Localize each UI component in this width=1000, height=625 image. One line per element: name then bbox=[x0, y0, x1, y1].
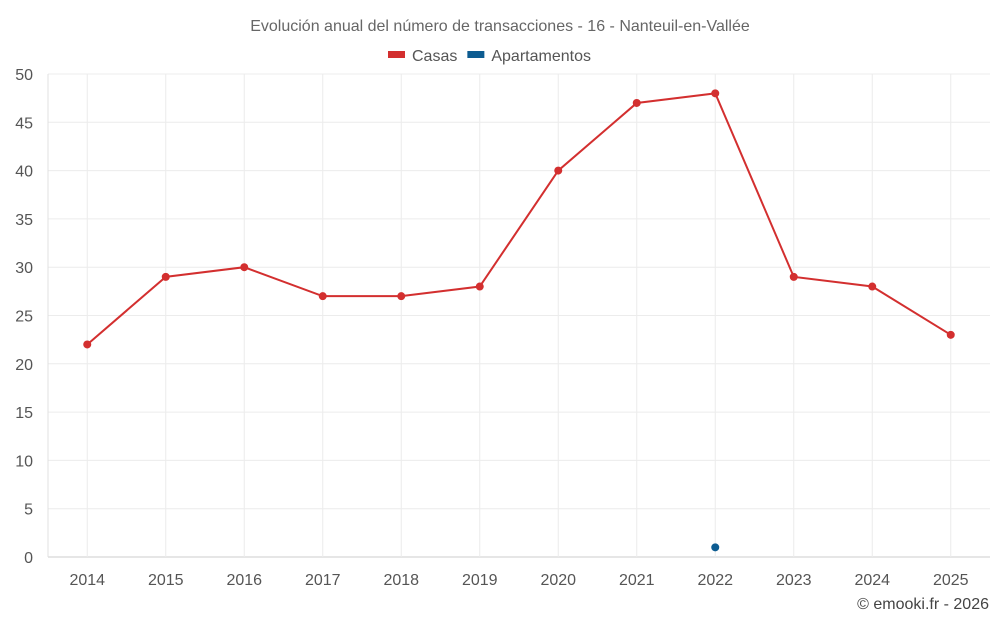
x-tick-label: 2020 bbox=[540, 572, 576, 589]
y-tick-label: 15 bbox=[15, 405, 33, 422]
data-point bbox=[161, 272, 170, 281]
x-tick-label: 2018 bbox=[383, 572, 419, 589]
chart-title: Evolución anual del número de transaccio… bbox=[250, 18, 750, 35]
y-tick-label: 25 bbox=[15, 309, 33, 326]
x-tick-label: 2014 bbox=[69, 572, 105, 589]
y-tick-label: 40 bbox=[15, 164, 33, 181]
data-point bbox=[711, 543, 720, 552]
grid bbox=[48, 73, 990, 558]
series-layer bbox=[83, 89, 955, 552]
y-tick-label: 10 bbox=[15, 453, 33, 470]
y-tick-label: 0 bbox=[24, 550, 33, 567]
data-point bbox=[632, 98, 641, 107]
data-point bbox=[318, 292, 327, 301]
y-tick-label: 5 bbox=[24, 502, 33, 519]
credit-text: © emooki.fr - 2026 bbox=[857, 596, 989, 613]
x-tick-label: 2022 bbox=[697, 572, 733, 589]
data-point bbox=[868, 282, 877, 291]
y-tick-label: 20 bbox=[15, 357, 33, 374]
x-tick-label: 2025 bbox=[933, 572, 969, 589]
legend-label: Apartamentos bbox=[491, 48, 591, 65]
data-point bbox=[240, 263, 249, 272]
data-point bbox=[789, 272, 798, 281]
data-point bbox=[946, 330, 955, 339]
x-tick-label: 2017 bbox=[305, 572, 341, 589]
data-point bbox=[475, 282, 484, 291]
y-tick-label: 50 bbox=[15, 67, 33, 84]
legend-label: Casas bbox=[412, 48, 457, 65]
y-tick-label: 35 bbox=[15, 212, 33, 229]
x-tick-label: 2015 bbox=[148, 572, 184, 589]
legend-swatch bbox=[388, 51, 405, 58]
x-tick-label: 2019 bbox=[462, 572, 498, 589]
y-tick-label: 45 bbox=[15, 115, 33, 132]
x-tick-label: 2023 bbox=[776, 572, 812, 589]
data-point bbox=[554, 166, 563, 175]
series-line bbox=[86, 92, 952, 346]
legend-swatch bbox=[467, 51, 485, 58]
x-tick-label: 2016 bbox=[226, 572, 262, 589]
data-point bbox=[397, 292, 406, 301]
legend: Casas Apartamentos bbox=[388, 48, 591, 65]
x-tick-label: 2021 bbox=[619, 572, 655, 589]
data-point bbox=[83, 340, 92, 349]
data-point bbox=[711, 89, 720, 98]
y-tick-label: 30 bbox=[15, 260, 33, 277]
x-tick-label: 2024 bbox=[854, 572, 890, 589]
